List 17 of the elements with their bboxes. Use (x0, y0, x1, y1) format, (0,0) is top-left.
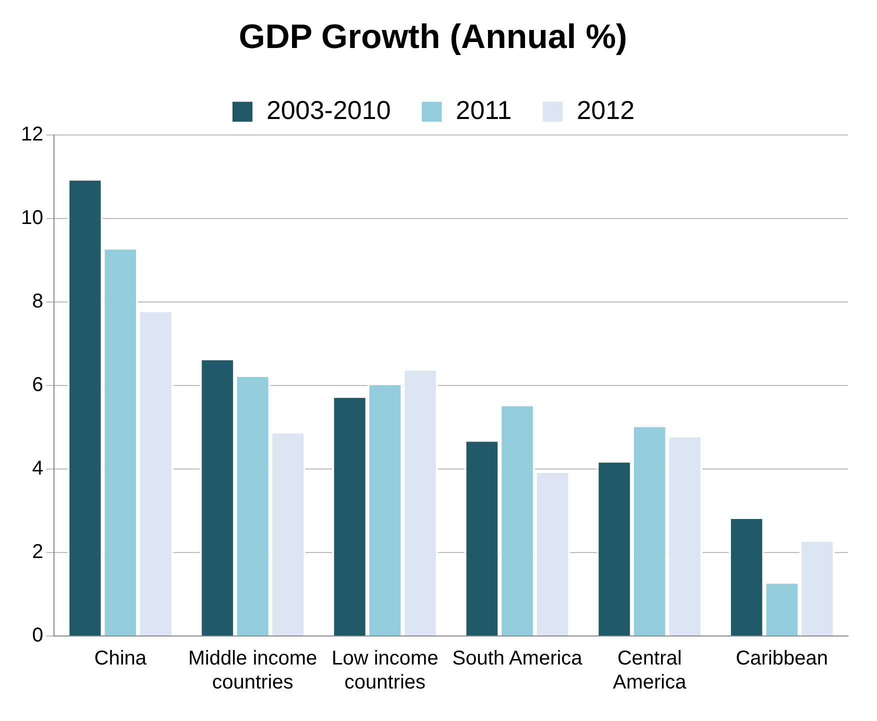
x-tick-label: Middle income countries (188, 648, 318, 694)
x-tick-label: Low income countries (332, 648, 438, 694)
y-tick-label: 12 (20, 123, 44, 146)
y-tick-label: 2 (32, 540, 44, 563)
legend-label: 2011 (456, 94, 512, 125)
x-tick-label: Central America (612, 648, 688, 694)
y-tick-label: 10 (20, 206, 44, 229)
legend-label: 2012 (576, 94, 635, 125)
x-tick-label: Caribbean (736, 648, 828, 670)
legend-label: 2003-2010 (266, 94, 391, 125)
y-tick-label: 4 (32, 457, 44, 480)
x-tick-label: China (94, 648, 148, 670)
y-tick-label: 6 (32, 374, 44, 396)
y-tick-label: 0 (32, 624, 44, 647)
chart-title: GDP Growth (Annual %) (238, 18, 628, 56)
y-tick-label: 8 (32, 290, 44, 312)
x-tick-label: South America (452, 648, 584, 670)
